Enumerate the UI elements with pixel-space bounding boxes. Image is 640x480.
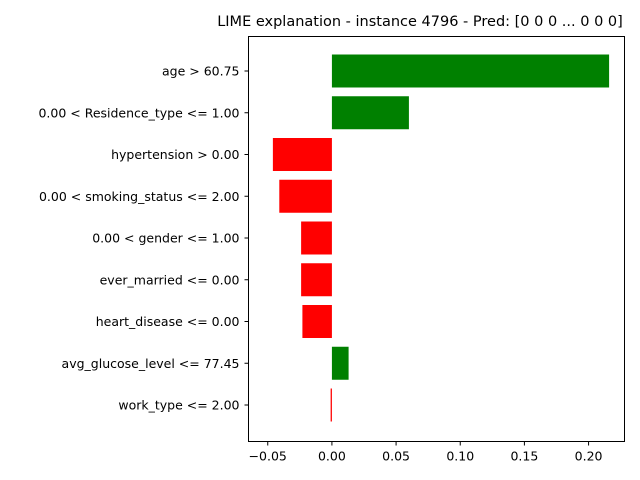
y-tick-label-2: hypertension > 0.00 — [111, 147, 239, 162]
plot-frame — [248, 36, 625, 442]
bar-5 — [301, 263, 332, 297]
y-tick-label-1: 0.00 < Residence_type <= 1.00 — [38, 105, 239, 120]
bar-2 — [272, 138, 332, 171]
x-tick-label-0: −0.05 — [249, 449, 287, 464]
y-tick-label-3: 0.00 < smoking_status <= 2.00 — [39, 189, 240, 204]
bar-4 — [301, 221, 332, 255]
bar-6 — [302, 305, 332, 338]
x-tick-label-5: 0.20 — [575, 449, 603, 464]
bar-8 — [330, 388, 332, 422]
y-tick-label-7: avg_glucose_level <= 77.45 — [62, 356, 240, 371]
y-tick-label-6: heart_disease <= 0.00 — [96, 314, 240, 329]
y-tick-label-4: 0.00 < gender <= 1.00 — [92, 231, 239, 246]
y-tick-label-5: ever_married <= 0.00 — [100, 272, 240, 287]
x-tick-label-1: 0.00 — [318, 449, 346, 464]
y-tick-label-0: age > 60.75 — [162, 64, 240, 79]
x-tick-label-3: 0.10 — [446, 449, 474, 464]
y-axis: age > 60.75 0.00 < Residence_type <= 1.00… — [38, 64, 249, 413]
chart-title: LIME explanation - instance 4796 - Pred:… — [217, 14, 623, 30]
x-tick-label-2: 0.05 — [382, 449, 410, 464]
x-axis: −0.05 0.00 0.05 0.10 0.15 0.20 — [249, 441, 603, 464]
y-tick-label-8: work_type <= 2.00 — [118, 398, 239, 413]
bars-group — [272, 54, 610, 422]
bar-1 — [331, 96, 409, 130]
bar-7 — [331, 346, 349, 380]
x-tick-label-4: 0.15 — [510, 449, 538, 464]
bar-3 — [279, 179, 332, 213]
bar-0 — [331, 54, 610, 88]
